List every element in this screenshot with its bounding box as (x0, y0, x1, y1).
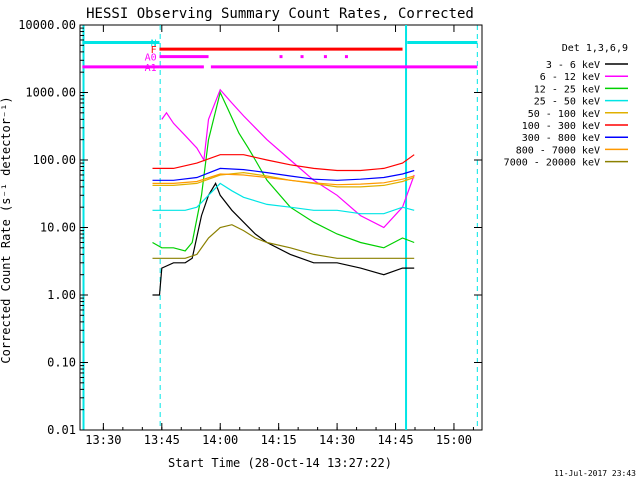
legend-label-3-6-kev: 3 - 6 keV (546, 60, 600, 71)
legend-label-25-50-kev: 25 - 50 keV (534, 97, 600, 108)
legend-label-800-7000-kev: 800 - 7000 keV (516, 145, 600, 156)
series-line-6-12-kev (161, 88, 415, 229)
series-line-3-6-kev (152, 182, 415, 296)
flag-dot-a0 (279, 55, 283, 59)
y-tick-label: 0.01 (47, 423, 76, 437)
plot-frame (79, 24, 483, 431)
x-axis-label: Start Time (28-Oct-14 13:27:22) (168, 456, 392, 470)
legend-label-300-800-kev: 300 - 800 keV (522, 133, 600, 144)
timestamp: 11-Jul-2017 23:43 (554, 469, 636, 478)
legend-label-7000-20000-kev: 7000 - 20000 keV (504, 158, 600, 169)
y-tick-label: 1000.00 (25, 86, 76, 100)
x-tick-label: 14:30 (319, 433, 355, 447)
y-axis: 0.01 0.10 1.00 10.00 100.00 1000.00 10000.00 (18, 18, 482, 437)
series-line-800-7000-kev (152, 173, 415, 186)
series-line-100-300-kev (152, 154, 415, 172)
flag-dot-a0 (344, 55, 348, 59)
x-tick-label: 14:15 (261, 433, 297, 447)
x-axis: 13:30 13:45 14:00 14:15 14:30 14:45 15:00 (85, 25, 474, 447)
flag-label-a0: A0 (145, 53, 157, 64)
x-tick-label: 13:30 (85, 433, 121, 447)
flag-dot-a0 (300, 55, 304, 59)
legend-title: Det 1,3,6,9 (562, 43, 628, 54)
legend-label-100-300-kev: 100 - 300 keV (522, 121, 600, 132)
series-line-300-800-kev (152, 167, 415, 181)
flag-dot-a0 (323, 55, 327, 59)
y-axis-label: Corrected Count Rate (s⁻¹ detector⁻¹) (0, 96, 13, 363)
legend-label-6-12-kev: 6 - 12 keV (540, 72, 600, 83)
y-tick-label: 10000.00 (18, 18, 76, 32)
chart-title: HESSI Observing Summary Count Rates, Cor… (86, 6, 474, 22)
y-tick-label: 100.00 (33, 153, 76, 167)
series-line-12-25-kev (152, 90, 415, 252)
flag-label-f: F (151, 45, 157, 56)
series-line-7000-20000-kev (152, 224, 415, 259)
x-tick-label: 14:00 (202, 433, 238, 447)
flag-label-n: N (151, 39, 157, 50)
y-tick-label: 0.10 (47, 356, 76, 370)
legend-label-50-100-kev: 50 - 100 keV (528, 109, 600, 120)
x-tick-label: 14:45 (377, 433, 413, 447)
flag-label-a1: A1 (145, 63, 157, 74)
y-tick-label: 1.00 (47, 288, 76, 302)
x-tick-label: 13:45 (144, 433, 180, 447)
x-tick-label: 15:00 (436, 433, 472, 447)
series-line-25-50-kev (152, 182, 415, 215)
y-tick-label: 10.00 (40, 221, 76, 235)
legend-label-12-25-kev: 12 - 25 keV (534, 84, 600, 95)
